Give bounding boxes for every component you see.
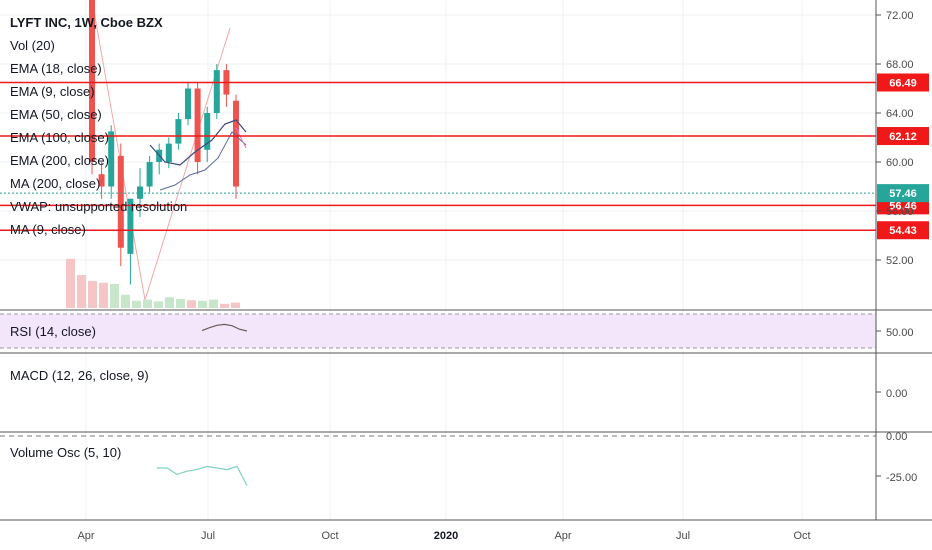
rsi-label: RSI (14, close): [10, 324, 96, 339]
volume-bar: [154, 301, 163, 308]
volume-bar: [198, 300, 207, 308]
volume-bar: [209, 299, 218, 308]
vosc-line: [157, 465, 248, 486]
time-tick-label: Oct: [321, 530, 338, 542]
rsi-line: [201, 323, 248, 332]
macd-tick-label: 0.00: [886, 388, 907, 400]
level-badge-label: 56.46: [889, 200, 917, 212]
axis-tick-label: 60.00: [886, 157, 914, 169]
volume-bar: [187, 300, 196, 308]
volume-bar: [132, 300, 141, 308]
trend-line: [91, 0, 146, 301]
grid-lines: [0, 0, 876, 520]
time-tick-label: Oct: [793, 530, 810, 542]
candle-body: [204, 113, 211, 150]
volume-bar: [121, 294, 130, 308]
indicator-label: MA (9, close): [10, 222, 86, 237]
volume-bar: [176, 299, 185, 308]
volume-bar: [165, 297, 174, 308]
ema-line: [149, 119, 247, 166]
axis-tick-label: 52.00: [886, 255, 914, 267]
volume-bar: [88, 281, 97, 308]
time-axis: Apr Jul Oct 2020 Apr Jul Oct: [0, 519, 932, 542]
time-tick-label: Apr: [77, 530, 94, 542]
vosc-tick-label: -25.00: [886, 472, 917, 484]
candle-body: [117, 155, 124, 248]
volume-bars: [66, 258, 240, 308]
time-tick-label: Apr: [554, 530, 571, 542]
last-price-label: 57.46: [889, 188, 917, 200]
chart-title: LYFT INC, 1W, Cboe BZX: [10, 15, 163, 30]
volume-bar: [99, 282, 108, 308]
level-badge: [877, 221, 929, 240]
indicator-legend: LYFT INC, 1W, Cboe BZX Vol (20) EMA (18, c…: [10, 15, 187, 460]
volume-bar: [231, 302, 240, 308]
candle-body: [175, 119, 182, 144]
candle-body: [146, 162, 153, 187]
macd-label: MACD (12, 26, close, 9): [10, 368, 149, 383]
axis-tick-label: 56.00: [886, 206, 914, 218]
volume-bar: [77, 275, 86, 308]
vosc-label: Volume Osc (5, 10): [10, 445, 121, 460]
indicator-label: VWAP: unsupported resolution: [10, 199, 187, 214]
vosc-tick-label: 0.00: [886, 431, 907, 443]
candle-body: [127, 198, 134, 254]
volume-bar: [143, 299, 152, 308]
time-tick-label: Jul: [676, 530, 690, 542]
candle-body: [213, 70, 220, 113]
ema-lines: [149, 119, 247, 191]
candle-body: [108, 131, 115, 187]
level-badge-label: 62.12: [889, 131, 917, 143]
volume-bar: [220, 303, 229, 308]
ema-line: [159, 131, 247, 191]
last-price-badge: [877, 184, 929, 203]
rsi-band: [0, 314, 876, 348]
volume-bar: [110, 284, 119, 308]
indicator-label: EMA (200, close): [10, 153, 109, 168]
candle-body: [89, 0, 95, 162]
candle-body: [98, 174, 105, 187]
candle-body: [194, 88, 201, 162]
rsi-tick-label: 50.00: [886, 327, 914, 339]
time-tick-label: 2020: [434, 530, 458, 542]
candle-body: [233, 100, 239, 187]
indicator-label: EMA (18, close): [10, 61, 102, 76]
time-tick-label: Jul: [201, 530, 215, 542]
level-badge-label: 54.43: [889, 225, 917, 237]
level-badge-label: 66.49: [889, 77, 917, 89]
level-badge: [877, 73, 929, 92]
axis-tick-label: 68.00: [886, 59, 914, 71]
indicator-label: EMA (9, close): [10, 84, 95, 99]
candles: [89, 0, 239, 285]
horizontal-levels[interactable]: 66.49 62.12 56.46 54.43 57.46: [0, 73, 929, 240]
axis-tick-label: 72.00: [886, 10, 914, 22]
indicator-label: Vol (20): [10, 38, 55, 53]
candle-body: [165, 143, 172, 162]
candle-body: [185, 88, 191, 120]
indicator-panes: 50.00 0.00 0.00 -25.00: [0, 309, 932, 486]
indicator-label: EMA (50, close): [10, 107, 102, 122]
level-badge: [877, 127, 929, 146]
indicator-label: MA (200, close): [10, 176, 100, 191]
price-axis: 72.00 68.00 64.00 60.00 56.00 52.00: [875, 0, 914, 520]
volume-bar: [66, 258, 75, 308]
indicator-label: EMA (100, close): [10, 130, 109, 145]
ema-line: [235, 127, 247, 149]
axis-tick-label: 64.00: [886, 108, 914, 120]
